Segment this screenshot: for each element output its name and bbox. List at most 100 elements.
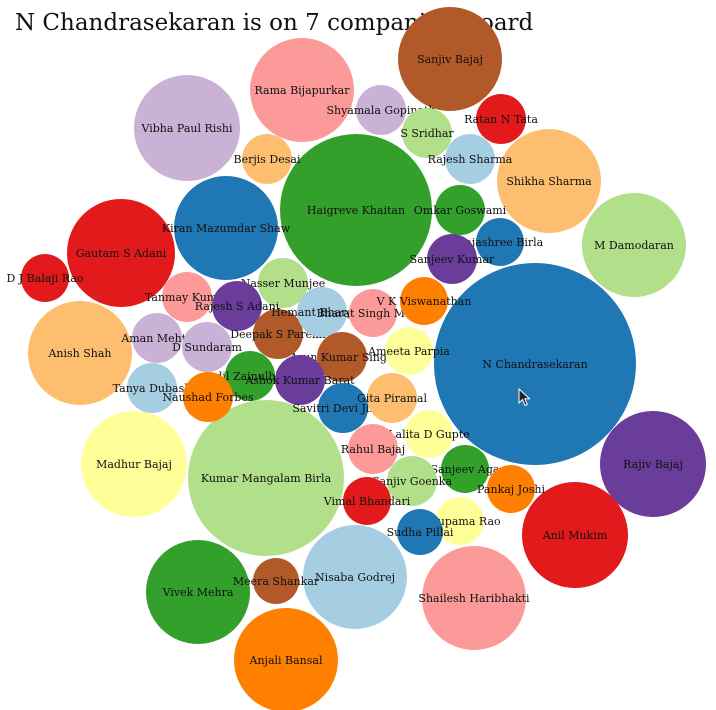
bubble-circle[interactable] <box>522 482 628 588</box>
bubble-circle[interactable] <box>81 411 187 517</box>
bubble-rahul-bajaj[interactable]: Rahul Bajaj <box>341 424 405 474</box>
bubble-bharat-singh-mehta[interactable]: Bharat Singh Mehta <box>316 289 430 337</box>
bubble-pankaj-joshi[interactable]: Pankaj Joshi <box>477 465 545 513</box>
bubble-circle[interactable] <box>188 400 344 556</box>
bubble-circle[interactable] <box>445 134 495 184</box>
bubble-circle[interactable] <box>132 313 182 363</box>
bubble-circle[interactable] <box>434 263 636 465</box>
bubble-circle[interactable] <box>385 327 433 375</box>
bubble-circle[interactable] <box>183 372 233 422</box>
bubble-circle[interactable] <box>343 477 391 525</box>
bubble-ashok-kumar-barat[interactable]: Ashok Kumar Barat <box>244 355 355 405</box>
bubble-circle[interactable] <box>275 355 325 405</box>
bubble-vivek-mehra[interactable]: Vivek Mehra <box>146 540 250 644</box>
bubble-circle[interactable] <box>242 134 292 184</box>
bubble-d-j-balaji-rao[interactable]: D J Balaji Rao <box>6 254 84 302</box>
bubble-ameeta-parpia[interactable]: Ameeta Parpia <box>367 327 450 375</box>
bubble-kiran-mazumdar-shaw[interactable]: Kiran Mazumdar Shaw <box>162 176 291 280</box>
bubble-circle[interactable] <box>582 193 686 297</box>
bubble-circle[interactable] <box>67 199 175 307</box>
bubble-circle[interactable] <box>127 363 177 413</box>
bubble-sanjeev-aga[interactable]: Sanjeev Aga <box>431 445 500 493</box>
bubble-circle[interactable] <box>487 465 535 513</box>
bubble-circle[interactable] <box>253 558 299 604</box>
bubble-kumar-mangalam-birla[interactable]: Kumar Mangalam Birla <box>188 400 344 556</box>
bubble-rama-bijapurkar[interactable]: Rama Bijapurkar <box>250 38 354 142</box>
bubble-circle[interactable] <box>297 287 347 337</box>
bubble-nasser-munjee[interactable]: Nasser Munjee <box>241 258 326 308</box>
bubble-circle[interactable] <box>600 411 706 517</box>
bubble-circle[interactable] <box>435 185 485 235</box>
bubble-naushad-forbes[interactable]: Naushad Forbes <box>162 372 254 422</box>
bubble-circle[interactable] <box>436 497 484 545</box>
bubble-sanjiv-goenka[interactable]: Sanjiv Goenka <box>372 456 452 506</box>
bubble-circle[interactable] <box>402 108 452 158</box>
bubble-berjis-desai[interactable]: Berjis Desai <box>234 134 301 184</box>
bubble-circle[interactable] <box>441 445 489 493</box>
bubble-sanjiv-bajaj[interactable]: Sanjiv Bajaj <box>398 7 502 111</box>
bubble-vimal-bhandari[interactable]: Vimal Bhandari <box>323 477 411 525</box>
bubble-circle[interactable] <box>212 281 262 331</box>
bubble-circle[interactable] <box>225 351 275 401</box>
bubble-n-chandrasekaran[interactable]: N Chandrasekaran <box>434 263 636 465</box>
bubble-anil-mukim[interactable]: Anil Mukim <box>522 482 628 588</box>
bubble-meera-shankar[interactable]: Meera Shankar <box>233 558 320 604</box>
bubble-circle[interactable] <box>397 509 443 555</box>
bubble-circle[interactable] <box>134 75 240 181</box>
bubble-rajesh-sharma[interactable]: Rajesh Sharma <box>428 134 513 184</box>
bubble-v-k-viswanathan[interactable]: V K Viswanathan <box>376 277 472 325</box>
bubble-shailesh-haribhakti[interactable]: Shailesh Haribhakti <box>418 546 530 650</box>
bubble-circle[interactable] <box>422 546 526 650</box>
bubble-circle[interactable] <box>476 218 524 266</box>
bubble-m-damodaran[interactable]: M Damodaran <box>582 193 686 297</box>
bubble-circle[interactable] <box>146 540 250 644</box>
bubble-circle[interactable] <box>356 85 406 135</box>
bubble-circle[interactable] <box>162 272 212 322</box>
bubble-circle[interactable] <box>253 309 303 359</box>
bubble-circle[interactable] <box>174 176 278 280</box>
bubble-deepak-s-parekh[interactable]: Deepak S Parekh <box>230 309 326 359</box>
bubble-madhur-bajaj[interactable]: Madhur Bajaj <box>81 411 187 517</box>
bubble-d-sundaram[interactable]: D Sundaram <box>172 322 242 372</box>
bubble-circle[interactable] <box>400 277 448 325</box>
bubble-sanjeev-kumar[interactable]: Sanjeev Kumar <box>410 234 495 284</box>
bubble-tanmay-kumar[interactable]: Tanmay Kumar <box>145 272 230 322</box>
bubble-ratan-n-tata[interactable]: Ratan N Tata <box>464 94 538 144</box>
bubble-nisaba-godrej[interactable]: Nisaba Godrej <box>303 525 407 629</box>
bubble-circle[interactable] <box>349 289 397 337</box>
bubble-gautam-s-adani[interactable]: Gautam S Adani <box>67 199 175 307</box>
bubble-rajesh-s-adani[interactable]: Rajesh S Adani <box>195 281 280 331</box>
bubble-adil-zainulbhai[interactable]: Adil Zainulbhai <box>206 351 293 401</box>
bubble-circle[interactable] <box>182 322 232 372</box>
bubble-circle[interactable] <box>348 424 398 474</box>
bubble-circle[interactable] <box>497 129 601 233</box>
bubble-circle[interactable] <box>250 38 354 142</box>
bubble-circle[interactable] <box>21 254 69 302</box>
bubble-rajashree-birla[interactable]: Rajashree Birla <box>457 218 544 266</box>
bubble-circle[interactable] <box>318 383 368 433</box>
bubble-circle[interactable] <box>398 7 502 111</box>
bubble-circle[interactable] <box>405 410 453 458</box>
bubble-circle[interactable] <box>303 525 407 629</box>
bubble-anish-shah[interactable]: Anish Shah <box>28 301 132 405</box>
bubble-omkar-goswami[interactable]: Omkar Goswami <box>414 185 507 235</box>
bubble-haigreve-khaitan[interactable]: Haigreve Khaitan <box>280 134 432 286</box>
bubble-circle[interactable] <box>367 373 417 423</box>
bubble-lalita-d-gupte[interactable]: Lalita D Gupte <box>388 410 470 458</box>
bubble-shyamala-gopinath[interactable]: Shyamala Gopinath <box>326 85 436 135</box>
bubble-vibha-paul-rishi[interactable]: Vibha Paul Rishi <box>134 75 240 181</box>
bubble-circle[interactable] <box>427 234 477 284</box>
bubble-circle[interactable] <box>258 258 308 308</box>
bubble-circle[interactable] <box>476 94 526 144</box>
bubble-circle[interactable] <box>317 332 367 382</box>
bubble-circle[interactable] <box>280 134 432 286</box>
bubble-shikha-sharma[interactable]: Shikha Sharma <box>497 129 601 233</box>
bubble-anjali-bansal[interactable]: Anjali Bansal <box>234 608 338 710</box>
bubble-sudha-pillai[interactable]: Sudha Pillai <box>387 509 454 555</box>
bubble-rajiv-bajaj[interactable]: Rajiv Bajaj <box>600 411 706 517</box>
bubble-circle[interactable] <box>387 456 437 506</box>
bubble-circle[interactable] <box>28 301 132 405</box>
bubble-circle[interactable] <box>234 608 338 710</box>
bubble-gita-piramal[interactable]: Gita Piramal <box>357 373 428 423</box>
bubble-s-sridhar[interactable]: S Sridhar <box>400 108 454 158</box>
